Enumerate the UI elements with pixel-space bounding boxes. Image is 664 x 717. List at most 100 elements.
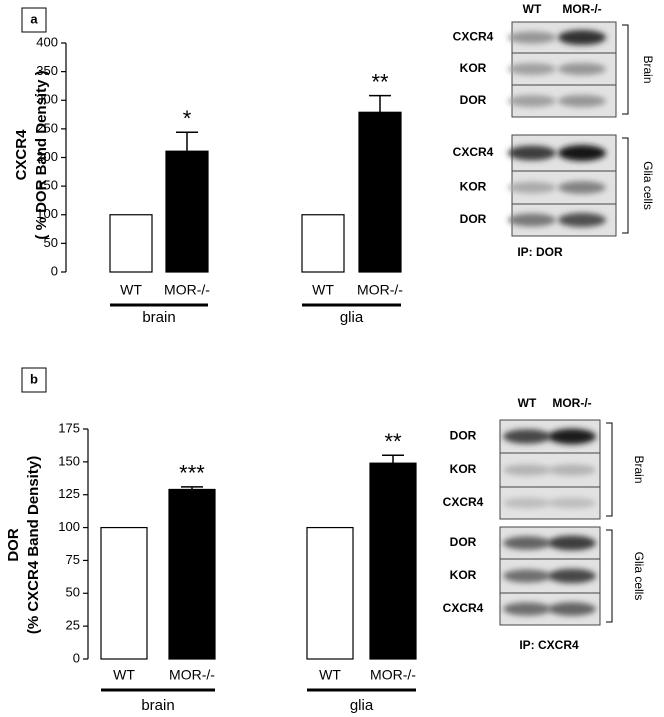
bracket [622,24,629,115]
blot-band [548,428,596,445]
group-label: glia [340,309,364,326]
bar [301,214,345,273]
row-label: CXCR4 [453,145,494,159]
ip-caption: IP: CXCR4 [519,638,579,652]
blot-band [558,29,606,46]
row-label: CXCR4 [443,601,484,615]
y-axis-label: (% CXCR4 Band Density) [25,456,42,634]
y-tick-label: 25 [66,618,80,633]
blot-band [508,213,556,227]
y-tick-label: 50 [66,585,80,600]
y-tick-label: 250 [36,120,58,135]
blot-band [548,602,596,616]
significance: ** [384,429,402,454]
blot-band [503,569,551,583]
blot-band [558,94,606,108]
y-tick-label: 0 [73,650,80,665]
y-tick-label: 350 [36,63,58,78]
section-label: Brain [641,55,655,83]
y-tick-label: 300 [36,92,58,107]
row-label: CXCR4 [453,30,494,44]
row-label: DOR [460,93,487,107]
row-label: DOR [450,429,477,443]
panel-box [21,7,47,33]
significance: * [183,106,192,131]
lane-label: WT [518,396,537,410]
blot-band [558,181,606,194]
panel-label: b [30,371,38,386]
blot-band [548,568,596,584]
group-label: brain [142,309,175,326]
group-label: brain [141,697,174,714]
lane-label: MOR-/- [562,2,601,16]
blot-band [508,145,556,161]
bar [100,526,148,660]
x-tick-label: WT [319,667,341,683]
y-axis-label: DOR [5,528,22,562]
y-tick-label: 0 [51,263,58,278]
x-tick-label: MOR-/- [357,282,403,298]
y-tick-label: 200 [36,149,58,164]
section-label: Glia cells [632,552,646,601]
bar [306,526,354,660]
bracket [606,529,613,623]
x-tick-label: WT [312,282,334,298]
section-label: Brain [632,455,646,483]
blot-band [503,602,551,616]
row-label: KOR [450,462,477,476]
row-label: DOR [450,535,477,549]
y-tick-label: 125 [58,486,80,501]
lane-label: WT [523,2,542,16]
x-tick-label: MOR-/- [164,282,210,298]
ip-caption: IP: DOR [517,245,563,259]
bar [165,150,209,273]
blot-band [558,62,606,76]
x-tick-label: MOR-/- [169,667,215,683]
y-tick-label: 400 [36,34,58,49]
bracket [606,422,613,517]
y-axis-label: ( % DOR Band Density ) [33,70,50,239]
lane-label: MOR-/- [552,396,591,410]
blot-band [508,31,556,44]
blot-band [548,535,596,551]
row-label: CXCR4 [443,495,484,509]
blot-band [503,497,551,509]
panel-box [21,367,47,393]
x-tick-label: MOR-/- [370,667,416,683]
row-label: KOR [460,61,487,75]
blot-band [558,212,606,228]
row-label: KOR [460,180,487,194]
y-axis-label: CXCR4 [13,129,30,181]
x-tick-label: WT [113,667,135,683]
y-tick-label: 150 [36,178,58,193]
bar [168,488,216,660]
blot-band [503,464,551,476]
blot-band [548,497,596,509]
significance: *** [179,461,205,486]
x-tick-label: WT [120,282,142,298]
y-tick-label: 150 [58,453,80,468]
significance: ** [371,69,389,94]
bar [358,111,402,273]
blot-band [508,63,556,75]
row-label: DOR [460,212,487,226]
row-label: KOR [450,568,477,582]
bar [109,214,153,273]
y-tick-label: 50 [44,235,58,250]
blot-band [503,536,551,550]
blot-band [548,464,596,476]
blot-band [508,181,556,194]
panel-label: a [30,11,38,26]
blot-band [508,95,556,107]
bar [369,462,417,660]
y-tick-label: 175 [58,420,80,435]
bracket [622,137,629,234]
y-tick-label: 75 [66,552,80,567]
blot-band [558,145,606,161]
y-tick-label: 100 [36,206,58,221]
section-label: Glia cells [641,161,655,210]
group-label: glia [350,697,374,714]
y-tick-label: 100 [58,519,80,534]
blot-band [503,429,551,444]
